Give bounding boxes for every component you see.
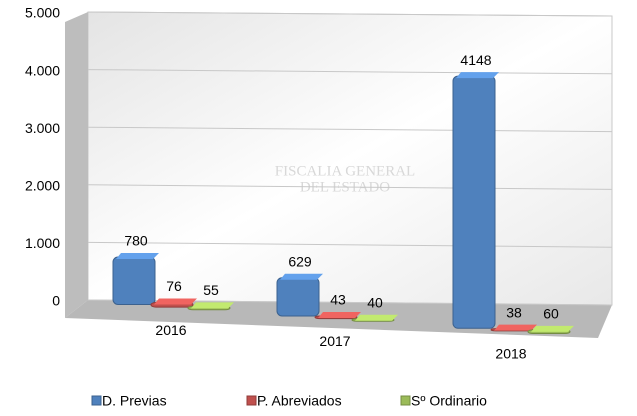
x-tick-label: 2017: [319, 333, 350, 349]
value-label: 4148: [460, 52, 491, 68]
bar-top: [355, 314, 398, 321]
value-label: 43: [330, 292, 346, 308]
y-tick-label: 5.000: [25, 5, 60, 21]
legend-marker: [91, 395, 102, 406]
bar-top: [318, 311, 361, 318]
y-tick-label: 3.000: [25, 120, 60, 136]
bar-top: [280, 273, 323, 280]
bar: [452, 75, 496, 329]
value-label: 780: [124, 233, 148, 249]
grid-line: [87, 11, 613, 17]
bar-top: [494, 324, 537, 331]
legend-marker: [400, 395, 411, 406]
legend-label: Sº Ordinario: [411, 393, 487, 409]
value-label: 76: [166, 278, 182, 294]
watermark: FISCALIA GENERAL: [275, 163, 415, 179]
grid-line: [87, 126, 613, 133]
y-tick-label: 1.000: [25, 235, 60, 251]
y-tick-label: 4.000: [25, 62, 60, 78]
value-label: 38: [506, 304, 522, 320]
grid-line: [87, 241, 613, 248]
legend-label: D. Previas: [102, 393, 167, 409]
value-label: 629: [288, 253, 312, 269]
y-tick-label: 0: [52, 293, 60, 309]
y-tick-label: 2.000: [25, 178, 60, 194]
bar: [276, 277, 320, 317]
legend-label: P. Abreviados: [257, 393, 342, 409]
value-label: 55: [203, 282, 219, 298]
legend-marker: [246, 395, 257, 406]
x-tick-label: 2016: [155, 322, 186, 338]
bar-top: [154, 298, 197, 305]
back-wall: [87, 11, 613, 306]
bar: [112, 256, 156, 305]
grid-line: [87, 184, 613, 190]
bar-top: [116, 253, 159, 260]
side-wall: [65, 12, 88, 318]
bar-top: [456, 72, 499, 79]
value-label: 60: [543, 306, 559, 322]
grid-line: [87, 69, 613, 75]
value-label: 40: [367, 294, 383, 310]
bar-top: [531, 325, 574, 332]
bar-top: [191, 302, 234, 309]
x-tick-label: 2018: [495, 346, 526, 362]
